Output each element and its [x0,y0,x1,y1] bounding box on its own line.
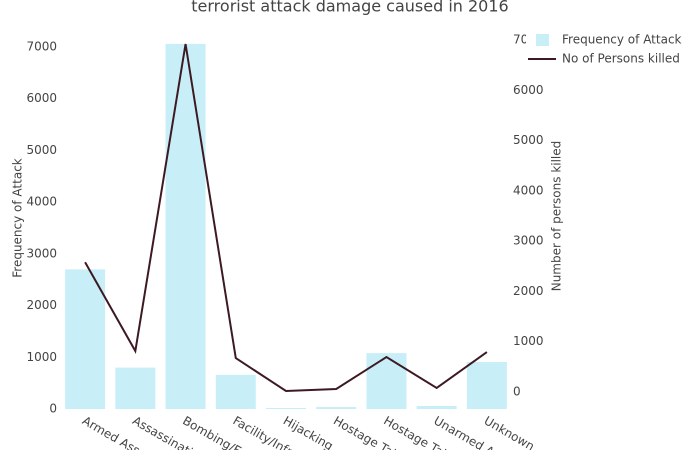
bar [416,405,457,409]
y-tick-label: 6000 [26,91,57,105]
y-axis-title: Frequency of Attack [11,158,25,278]
bar [316,406,357,409]
chart-title: terrorist attack damage caused in 2016 [191,0,508,16]
y2-tick-label: 5000 [513,133,544,147]
y2-tick-label: 6000 [513,83,544,97]
bar [165,43,206,409]
bar [115,367,156,409]
y-tick-label: 1000 [26,350,57,364]
bar [466,361,507,409]
bar [366,353,407,409]
line [84,43,488,393]
y2-tick-label: 3000 [513,234,544,248]
y2-tick-label: 0 [513,385,521,399]
bar [65,269,106,409]
legend-label: No of Persons killed [562,52,680,66]
y-tick-label: 5000 [26,143,57,157]
y-tick-label: 4000 [26,195,57,209]
y2-tick-label: 1000 [513,334,544,348]
y2-tick-label: 4000 [513,183,544,197]
legend-label: Frequency of Attack [562,33,682,47]
y-tick-label: 7000 [26,40,57,54]
legend-background [526,28,700,72]
y-tick-label: 0 [49,402,57,416]
legend: Frequency of Attack No of Persons killed [526,28,700,72]
bar [215,374,256,409]
bar [266,407,306,409]
y-tick-label: 3000 [26,246,57,260]
y2-tick-label: 2000 [513,284,544,298]
y-tick-label: 2000 [26,298,57,312]
legend-swatch [536,34,549,46]
y2-axis-title: Number of persons killed [550,141,564,292]
